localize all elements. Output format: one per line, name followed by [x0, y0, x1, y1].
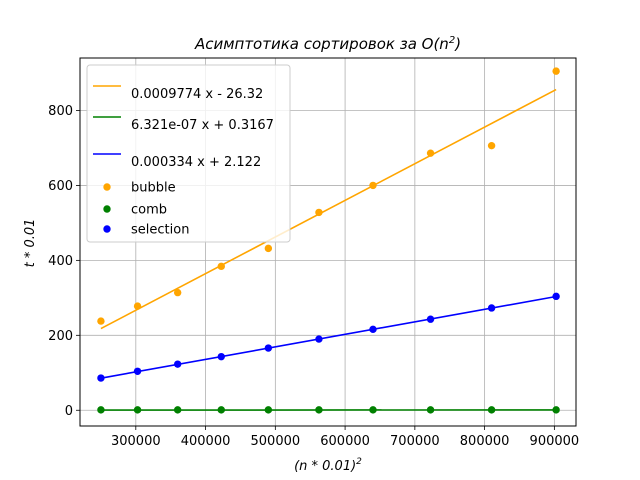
point-comb — [426, 406, 435, 414]
point-comb — [133, 406, 142, 414]
legend-box — [86, 64, 291, 243]
point-selection — [369, 325, 377, 334]
plot-frame — [79, 57, 577, 427]
point-bubble — [426, 149, 435, 157]
point-bubble — [173, 288, 182, 297]
y-axis-label: t * 0.01 — [23, 219, 38, 268]
fit-line-bubble — [100, 88, 557, 330]
point-bubble — [97, 317, 105, 325]
legend-label-fit-bubble: 0.0009774 x - 26.32 — [131, 87, 263, 102]
y-tick-label: 200 — [48, 329, 73, 344]
y-tick-label: 600 — [48, 179, 73, 194]
point-bubble — [264, 244, 273, 253]
point-comb — [315, 406, 323, 414]
point-selection — [173, 360, 182, 368]
point-bubble — [217, 262, 225, 271]
legend-label-selection: selection — [131, 223, 189, 238]
point-comb — [217, 406, 225, 414]
x-tick-label: 800000 — [460, 434, 510, 449]
chart-title: Асимптотика сортировок за O(n2) — [194, 35, 461, 53]
point-comb — [369, 406, 377, 414]
y-tick-label: 400 — [48, 254, 73, 269]
x-tick-label: 900000 — [530, 434, 580, 449]
point-selection — [487, 304, 496, 312]
point-bubble — [315, 208, 323, 217]
data-points — [97, 67, 560, 414]
point-comb — [552, 406, 560, 414]
point-comb — [264, 406, 273, 414]
x-tick-label: 300000 — [111, 434, 161, 449]
legend-label-bubble: bubble — [131, 181, 176, 196]
point-bubble — [487, 141, 496, 150]
legend-marker-bubble — [103, 183, 111, 191]
y-axis-ticks: 0 200 400 600 800 — [48, 104, 80, 419]
point-bubble — [552, 67, 560, 75]
point-selection — [264, 344, 273, 352]
point-selection — [133, 367, 142, 375]
legend-label-comb: comb — [131, 203, 167, 218]
point-comb — [97, 406, 105, 414]
legend-marker-selection — [103, 225, 111, 233]
legend-label-fit-selection: 0.000334 x + 2.122 — [131, 155, 261, 170]
x-tick-label: 500000 — [251, 434, 301, 449]
point-selection — [315, 335, 323, 343]
point-comb — [487, 406, 496, 414]
legend-label-fit-comb: 6.321e-07 x + 0.3167 — [131, 118, 274, 133]
point-bubble — [133, 302, 142, 310]
point-selection — [552, 292, 560, 301]
legend: 0.0009774 x - 26.32 6.321e-07 x + 0.3167 0… — [86, 64, 291, 243]
point-bubble — [369, 181, 377, 190]
point-selection — [97, 374, 105, 382]
x-axis-ticks: 300000 400000 500000 600000 700000 800000 9000… — [111, 426, 579, 449]
legend-marker-comb — [103, 205, 111, 213]
x-tick-label: 400000 — [181, 434, 231, 449]
point-selection — [217, 352, 225, 361]
x-tick-label: 600000 — [320, 434, 370, 449]
point-selection — [426, 315, 435, 323]
x-axis-label: (n * 0.01)2 — [294, 457, 362, 474]
x-tick-label: 700000 — [390, 434, 440, 449]
y-tick-label: 0 — [65, 404, 73, 419]
point-comb — [173, 406, 182, 414]
y-tick-label: 800 — [48, 104, 73, 119]
